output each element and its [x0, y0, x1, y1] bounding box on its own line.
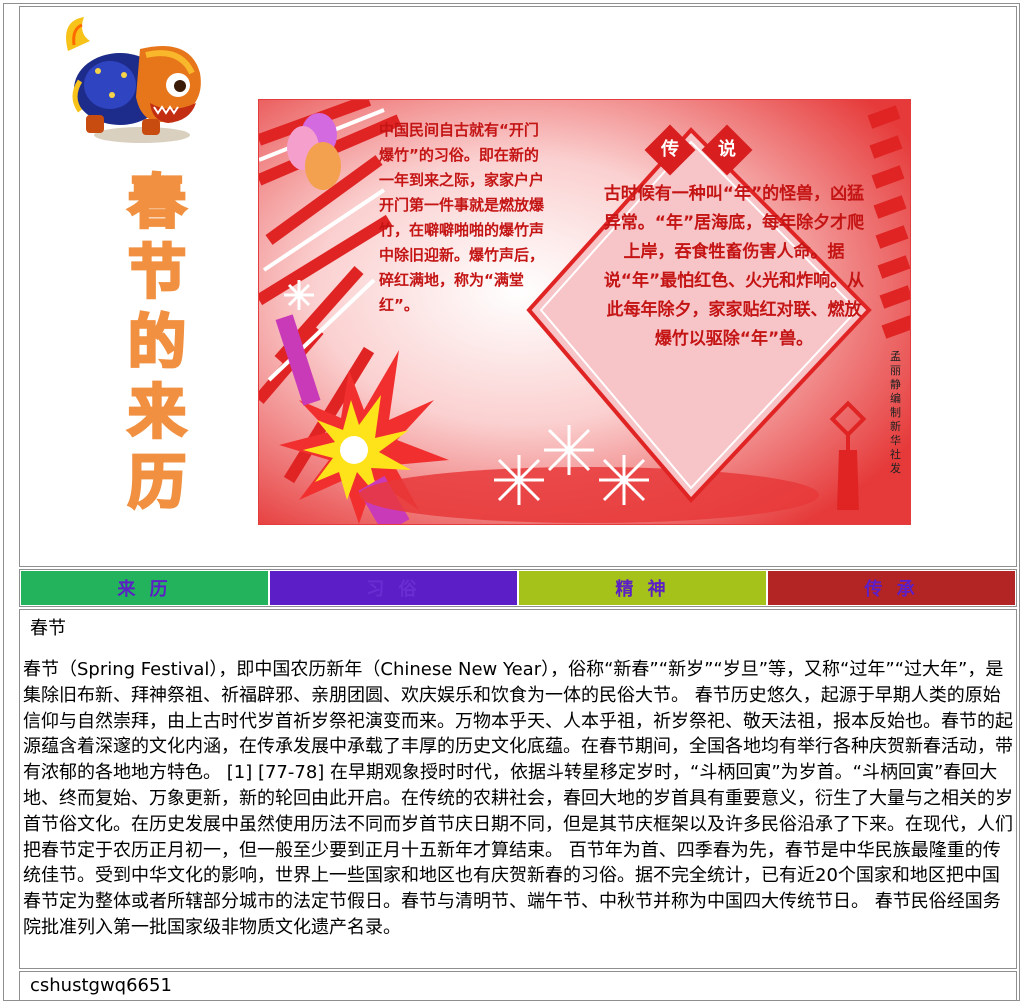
- content-title: 春节: [30, 618, 66, 639]
- legend-char: 说: [718, 139, 736, 160]
- nav-item-customs[interactable]: 习 俗: [270, 571, 517, 605]
- title-char: 春: [126, 167, 187, 238]
- legend-char: 传: [661, 139, 679, 160]
- nav-item-spirit[interactable]: 精 神: [519, 571, 766, 605]
- title-char: 来: [126, 377, 187, 448]
- footer: cshustgwq6651: [19, 971, 1017, 1001]
- vertical-title: 春 节 的 来 历: [102, 167, 212, 518]
- title-char: 历: [126, 447, 187, 518]
- legend-char-box: 说: [701, 124, 753, 176]
- poster-credit: 孟丽静编制新华社发: [890, 350, 901, 475]
- spring-festival-poster-image: 中国民间自古就有“开门爆竹”的习俗。即在新的一年到来之际，家家户户开门第一件事就…: [258, 99, 911, 525]
- lion-dance-mascot-image: [66, 17, 201, 143]
- banner: 春 节 的 来 历: [19, 6, 1017, 567]
- title-char: 的: [126, 307, 187, 378]
- footer-text: cshustgwq6651: [30, 975, 172, 996]
- title-char: 节: [126, 237, 187, 308]
- poster-artwork: [259, 100, 910, 524]
- content-body: 春节（Spring Festival），即中国农历新年（Chinese New …: [23, 659, 1013, 938]
- nav-item-inheritance[interactable]: 传 承: [768, 571, 1015, 605]
- content-panel: 春节 春节（Spring Festival），即中国农历新年（Chinese N…: [19, 609, 1017, 969]
- poster-text-legend: 古时候有一种叫“年”的怪兽，凶猛异常。“年”居海底，每年除夕才爬上岸，吞食牲畜伤…: [603, 184, 865, 349]
- legend-char-box: 传: [644, 124, 696, 176]
- poster-text-firecrackers: 中国民间自古就有“开门爆竹”的习俗。即在新的一年到来之际，家家户户开门第一件事就…: [379, 121, 545, 314]
- nav-item-origin[interactable]: 来 历: [21, 571, 268, 605]
- nav-bar: 来 历 习 俗 精 神 传 承: [19, 569, 1017, 607]
